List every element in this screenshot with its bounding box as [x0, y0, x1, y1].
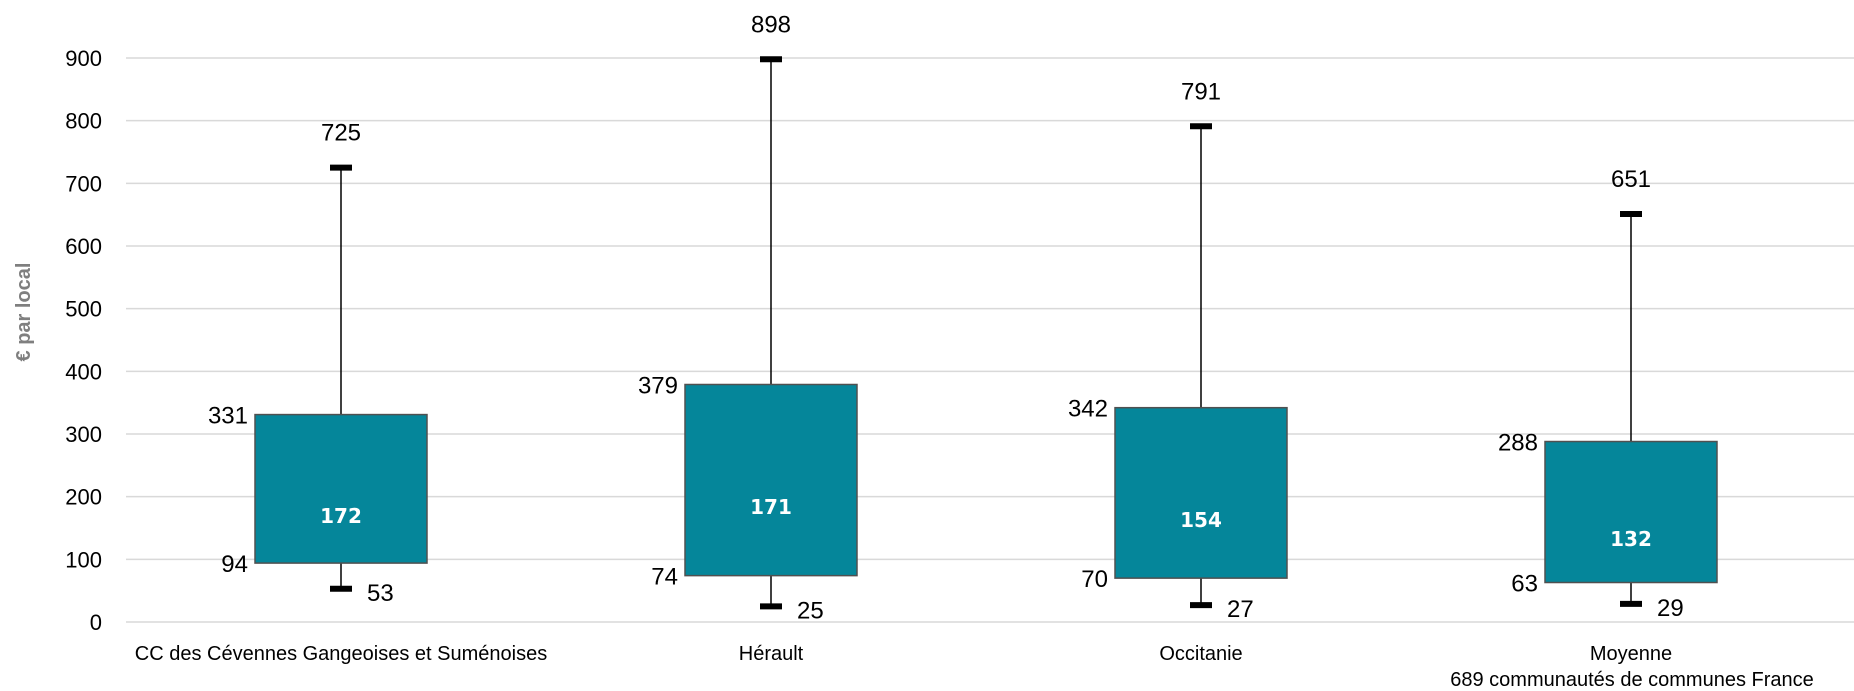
max-label: 725 — [321, 120, 361, 147]
box-item: 898 379 74 25 171 — [638, 11, 858, 624]
y-tick-label: 400 — [65, 359, 102, 384]
max-label: 651 — [1611, 166, 1651, 193]
median-label: 171 — [750, 495, 792, 519]
category-label: Occitanie — [1159, 643, 1242, 665]
box-rect — [1114, 406, 1288, 579]
category-labels: CC des Cévennes Gangeoises et Suménoises… — [135, 643, 1814, 691]
q3-label: 379 — [638, 372, 678, 399]
box-series: 725 331 94 53 172 898 379 74 25 171 791 342 70 27 154 6… — [208, 11, 1718, 624]
y-tick-label: 0 — [90, 610, 102, 635]
category-label: Moyenne — [1590, 643, 1672, 665]
min-label: 53 — [367, 580, 394, 607]
q1-label: 70 — [1081, 566, 1108, 593]
category-sublabel: 689 communautés de communes France — [1450, 669, 1814, 691]
q3-label: 331 — [208, 403, 248, 430]
min-label: 29 — [1657, 595, 1684, 622]
box-item: 725 331 94 53 172 — [208, 120, 428, 607]
max-label: 791 — [1181, 78, 1221, 105]
category-label: Hérault — [739, 643, 804, 665]
box-item: 651 288 63 29 132 — [1498, 166, 1718, 622]
y-tick-label: 600 — [65, 234, 102, 259]
y-tick-label: 900 — [65, 46, 102, 71]
box-rect — [254, 413, 428, 564]
q3-label: 342 — [1068, 396, 1108, 423]
box-rect — [1544, 440, 1718, 584]
box-item: 791 342 70 27 154 — [1068, 78, 1288, 623]
y-tick-label: 300 — [65, 422, 102, 447]
q1-label: 74 — [651, 564, 678, 591]
y-tick-label: 500 — [65, 297, 102, 322]
y-axis-ticks: 0 100 200 300 400 500 600 700 800 900 — [65, 46, 102, 635]
min-label: 27 — [1227, 596, 1254, 623]
box-rect — [684, 383, 858, 577]
median-label: 132 — [1610, 527, 1652, 551]
median-label: 172 — [320, 504, 362, 528]
y-tick-label: 800 — [65, 109, 102, 134]
y-tick-label: 700 — [65, 171, 102, 196]
category-label: CC des Cévennes Gangeoises et Suménoises — [135, 643, 547, 665]
y-tick-label: 200 — [65, 485, 102, 510]
y-axis-label: € par local — [13, 263, 35, 362]
y-tick-label: 100 — [65, 547, 102, 572]
median-label: 154 — [1180, 508, 1222, 532]
q1-label: 94 — [221, 551, 248, 578]
min-label: 25 — [797, 597, 824, 624]
q1-label: 63 — [1511, 571, 1538, 598]
q3-label: 288 — [1498, 430, 1538, 457]
max-label: 898 — [751, 11, 791, 38]
